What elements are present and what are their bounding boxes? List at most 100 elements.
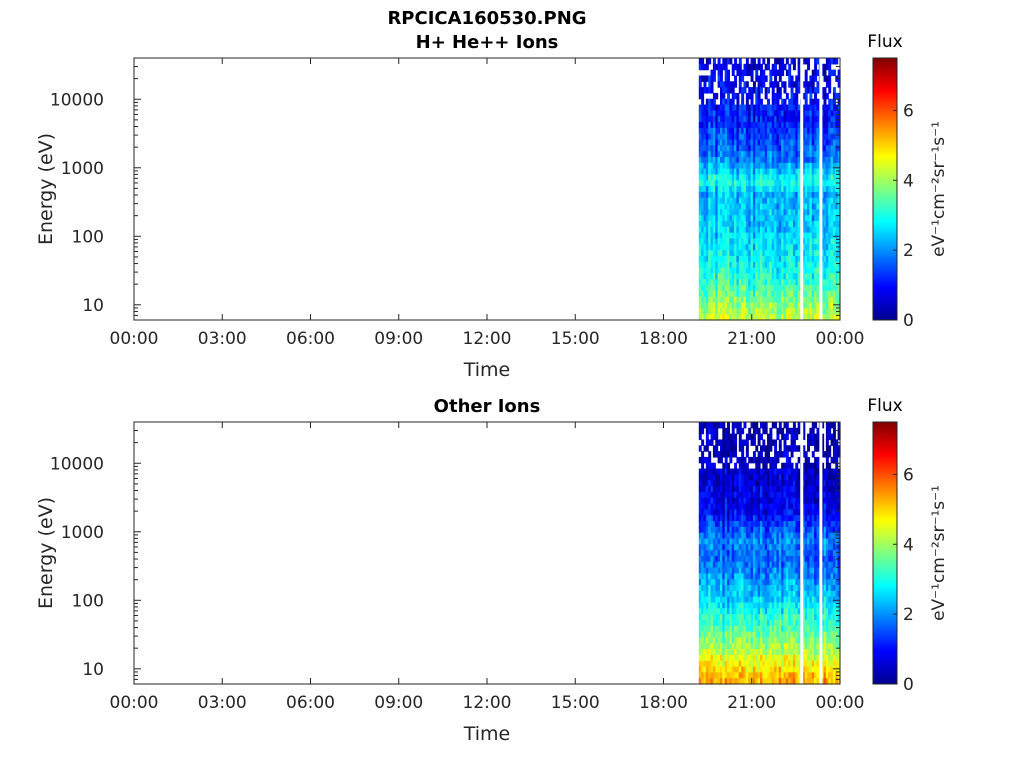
heatmap-cell: [748, 290, 752, 298]
heatmap-cell: [741, 608, 745, 615]
heatmap-cell: [816, 69, 820, 77]
heatmap-cell: [774, 145, 778, 152]
heatmap-cell: [736, 480, 740, 487]
heatmap-cell: [750, 631, 754, 639]
heatmap-cell: [757, 532, 761, 540]
heatmap-cell: [710, 520, 714, 528]
heatmap-cell: [698, 486, 702, 493]
heatmap-cell: [734, 422, 738, 429]
heatmap-cell: [764, 555, 768, 563]
heatmap-cell: [748, 127, 752, 135]
heatmap-cell: [755, 226, 759, 234]
heatmap-cell: [724, 133, 728, 141]
heatmap-cell: [724, 215, 728, 222]
heatmap-cell: [708, 238, 712, 245]
heatmap-cell: [837, 133, 841, 141]
heatmap-cell: [750, 151, 754, 158]
heatmap-cell: [748, 296, 752, 304]
heatmap-cell: [828, 285, 832, 292]
heatmap-cell: [771, 602, 775, 609]
heatmap-cell: [717, 585, 721, 592]
heatmap-cell: [734, 58, 738, 65]
heatmap-cell: [727, 619, 730, 627]
heatmap-cell: [832, 314, 836, 321]
heatmap-cell: [708, 285, 712, 292]
heatmap-cell: [790, 427, 794, 435]
heatmap-cell: [774, 69, 778, 77]
heatmap-cell: [762, 596, 766, 604]
heatmap-cell: [816, 116, 820, 123]
heatmap-cell: [748, 520, 752, 528]
heatmap-cell: [828, 116, 832, 123]
heatmap-cell: [809, 226, 813, 234]
heatmap-cell: [741, 156, 745, 164]
heatmap-cell: [774, 451, 778, 458]
heatmap-cell: [825, 497, 829, 505]
heatmap-cell: [781, 649, 785, 656]
heatmap-cell: [745, 619, 749, 627]
heatmap-cell: [722, 255, 726, 263]
heatmap-cell: [712, 643, 716, 650]
heatmap-cell: [790, 174, 794, 181]
heatmap-cell: [769, 654, 773, 662]
heatmap-cell: [745, 643, 749, 650]
heatmap-cell: [804, 151, 808, 158]
heatmap-cell: [712, 290, 716, 298]
heatmap-cell: [759, 221, 763, 228]
heatmap-cell: [738, 474, 742, 481]
heatmap-cell: [755, 122, 759, 129]
heatmap-cell: [809, 526, 813, 534]
heatmap-cell: [778, 654, 782, 662]
heatmap-cell: [703, 596, 707, 604]
heatmap-cell: [825, 474, 829, 481]
heatmap-cell: [705, 526, 709, 534]
heatmap-cell: [736, 526, 740, 534]
heatmap-cell: [738, 619, 742, 627]
heatmap-cell: [729, 561, 733, 569]
heatmap-cell: [783, 585, 787, 592]
heatmap-cell: [719, 497, 723, 505]
heatmap-cell: [828, 544, 832, 551]
heatmap-cell: [757, 296, 761, 304]
heatmap-cell: [837, 162, 841, 170]
heatmap-cell: [804, 573, 808, 580]
heatmap-cell: [724, 631, 728, 639]
heatmap-cell: [774, 203, 778, 210]
heatmap-cell: [788, 191, 792, 199]
heatmap-cell: [776, 273, 780, 280]
heatmap-cell: [821, 550, 825, 557]
heatmap-cell: [743, 567, 747, 574]
heatmap-cell: [712, 590, 716, 598]
heatmap-cell: [727, 197, 730, 205]
heatmap-cell: [701, 422, 705, 429]
heatmap-cell: [823, 532, 827, 540]
heatmap-cell: [762, 139, 766, 146]
heatmap-cell: [795, 678, 799, 685]
heatmap-cell: [731, 110, 735, 117]
heatmap-cell: [814, 654, 818, 662]
heatmap-cell: [755, 637, 759, 644]
heatmap-cell: [776, 232, 780, 240]
heatmap-cell: [705, 244, 709, 251]
heatmap-cell: [729, 314, 733, 321]
heatmap-cell: [835, 290, 839, 298]
heatmap-cell: [703, 279, 707, 286]
heatmap-cell: [792, 191, 796, 199]
heatmap-cell: [741, 561, 745, 569]
heatmap-cell: [715, 226, 719, 234]
heatmap-cell: [825, 666, 829, 673]
heatmap-cell: [807, 186, 810, 193]
heatmap-cell: [790, 520, 794, 528]
heatmap-cell: [715, 625, 719, 633]
heatmap-cell: [785, 58, 789, 65]
heatmap-cell: [752, 602, 756, 609]
heatmap-cell: [710, 462, 714, 470]
heatmap-cell: [776, 133, 780, 141]
heatmap-cell: [719, 221, 723, 228]
heatmap-cell: [814, 145, 818, 152]
heatmap-cell: [774, 156, 778, 164]
heatmap-cell: [762, 532, 766, 540]
heatmap-cell: [757, 180, 761, 187]
heatmap-cell: [717, 480, 721, 487]
heatmap-cell: [759, 285, 763, 292]
